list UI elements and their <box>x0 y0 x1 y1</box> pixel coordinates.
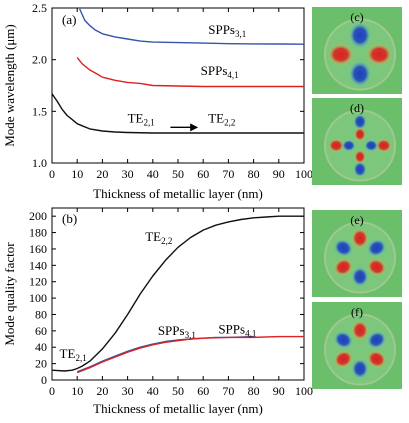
y-tick-label: 1.5 <box>32 104 47 118</box>
series-line-1 <box>76 57 304 88</box>
field-lobe-positive <box>354 127 366 142</box>
field-lobe-negative <box>367 238 387 257</box>
x-tick-label: 70 <box>222 384 234 398</box>
y-axis-label: Mode wavelength (μm) <box>2 24 17 147</box>
y-tick-label: 60 <box>35 324 47 338</box>
field-lobe-positive <box>375 138 392 153</box>
x-tick-label: 40 <box>147 384 159 398</box>
field-lobe-negative <box>348 60 372 87</box>
x-tick-label: 0 <box>49 167 55 181</box>
field-lobe-negative <box>367 330 387 349</box>
x-tick-label: 30 <box>122 167 134 181</box>
curve-annotation: TE2,2 <box>145 229 172 246</box>
field-panel-label: (f) <box>351 305 363 319</box>
microdisk-outline <box>324 109 396 182</box>
field-lobe-negative <box>351 358 369 379</box>
field-lobe-negative <box>353 161 367 178</box>
field-lobe-negative <box>351 266 369 287</box>
x-tick-label: 50 <box>172 167 184 181</box>
y-axis-label: Mode quality factor <box>2 242 17 346</box>
x-tick-label: 40 <box>147 167 159 181</box>
x-tick-label: 70 <box>222 167 234 181</box>
x-tick-label: 50 <box>172 384 184 398</box>
y-tick-label: 2.0 <box>32 53 47 67</box>
field-panel-label: (d) <box>350 101 364 115</box>
field-lobe-negative <box>341 139 356 152</box>
curve-annotation: SPPs3,1 <box>208 22 246 39</box>
y-tick-label: 2.5 <box>32 1 47 15</box>
microdisk-outline <box>324 18 396 91</box>
panel-label: (b) <box>62 211 77 226</box>
field-lobe-positive <box>333 258 353 277</box>
x-tick-label: 80 <box>248 167 260 181</box>
x-tick-label: 20 <box>96 167 108 181</box>
chart-a: 0 10 20 30 40 50 60 70 80 90 100 1.0 1.5 2.0 2.5 Thickn… <box>2 1 313 201</box>
field-panel: (f) <box>312 302 402 389</box>
y-tick-label: 160 <box>29 242 47 256</box>
curve-annotation: TE2,1 <box>60 346 87 363</box>
field-lobe-negative <box>333 238 353 257</box>
y-tick-label: 20 <box>35 357 47 371</box>
panel-label: (a) <box>62 12 76 27</box>
field-lobe-negative <box>364 139 379 152</box>
field-lobe-positive <box>333 350 353 369</box>
field-lobe-positive <box>328 138 345 153</box>
field-panel-label: (e) <box>350 213 363 227</box>
field-panel: (e) <box>312 210 402 297</box>
y-tick-label: 200 <box>29 209 47 223</box>
field-lobe-positive <box>366 43 393 66</box>
field-lobe-negative <box>353 113 367 130</box>
curve-annotation: SPPs4,1 <box>201 63 239 80</box>
curve-annotation: TE2,1 <box>128 111 155 128</box>
y-tick-label: 80 <box>35 307 47 321</box>
x-tick-label: 20 <box>96 384 108 398</box>
field-lobe-positive <box>351 228 369 249</box>
field-lobe-positive <box>354 149 366 164</box>
x-tick-label: 10 <box>71 384 83 398</box>
x-tick-label: 30 <box>122 384 134 398</box>
field-lobe-negative <box>333 330 353 349</box>
y-tick-label: 1.0 <box>32 156 47 170</box>
chart-b: 0 10 20 30 40 50 60 70 80 90 100020406080100120140… <box>2 207 313 416</box>
x-tick-label: 80 <box>248 384 260 398</box>
y-tick-label: 120 <box>29 275 47 289</box>
field-panel: (c) <box>312 7 402 94</box>
y-tick-label: 140 <box>29 258 47 272</box>
series-line-2 <box>51 93 304 134</box>
curve-annotation: SPPs4,1 <box>218 321 256 338</box>
field-lobe-positive <box>327 43 354 66</box>
field-lobe-negative <box>348 22 372 49</box>
curve-annotation: SPPs3,1 <box>158 323 196 340</box>
x-tick-label: 60 <box>197 384 209 398</box>
x-axis-label: Thickness of metallic layer (nm) <box>93 401 263 416</box>
curve-annotation: TE2,2 <box>208 111 235 128</box>
field-panels: (c) (d) (e) (f) <box>312 7 402 389</box>
x-tick-label: 90 <box>273 384 285 398</box>
arrow-head <box>190 123 199 132</box>
y-tick-label: 0 <box>41 373 47 387</box>
x-axis-label: Thickness of metallic layer (nm) <box>93 186 263 201</box>
series-line-0 <box>79 8 305 45</box>
field-lobe-positive <box>367 350 387 369</box>
field-lobe-positive <box>367 258 387 277</box>
x-tick-label: 100 <box>295 384 313 398</box>
field-panel-label: (c) <box>350 10 363 24</box>
plot-frame <box>51 207 305 381</box>
x-tick-label: 60 <box>197 167 209 181</box>
field-lobe-positive <box>351 320 369 341</box>
x-tick-label: 0 <box>49 384 55 398</box>
series-line-2 <box>76 335 304 374</box>
x-tick-label: 10 <box>71 167 83 181</box>
y-tick-label: 40 <box>35 340 47 354</box>
y-tick-label: 100 <box>29 291 47 305</box>
x-tick-label: 90 <box>273 167 285 181</box>
field-panel: (d) <box>312 98 402 185</box>
x-tick-label: 100 <box>295 167 313 181</box>
y-tick-label: 180 <box>29 226 47 240</box>
series-line-0 <box>51 215 304 372</box>
